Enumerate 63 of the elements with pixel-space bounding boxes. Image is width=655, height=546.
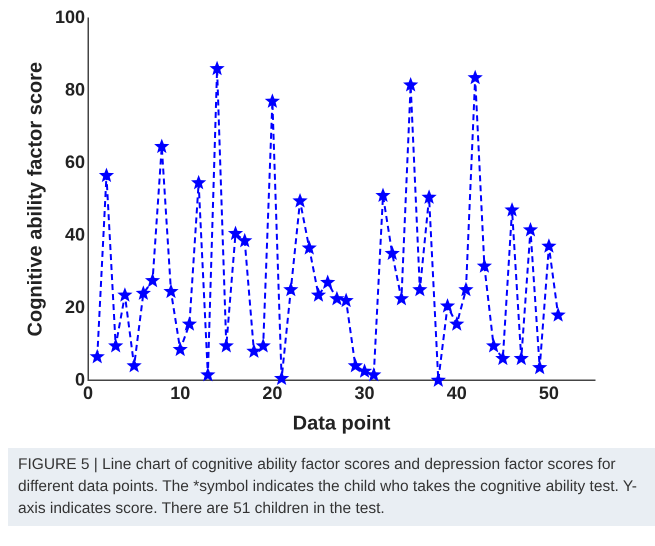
y-tick-label: 0 <box>75 369 86 390</box>
point <box>514 350 529 366</box>
y-tick-label: 100 <box>54 6 86 27</box>
point <box>117 287 133 302</box>
x-tick-label: 50 <box>538 383 559 404</box>
point <box>228 226 244 240</box>
y-tick-label: 40 <box>65 224 86 244</box>
point <box>90 348 105 364</box>
point <box>458 282 474 296</box>
point <box>532 360 548 374</box>
point <box>495 350 510 366</box>
point <box>172 342 188 356</box>
point <box>504 202 520 217</box>
point <box>440 298 456 313</box>
point <box>154 138 170 154</box>
point <box>182 316 198 331</box>
point <box>430 372 446 387</box>
point <box>310 287 326 302</box>
point <box>163 284 179 298</box>
point <box>384 246 400 260</box>
point <box>256 338 271 352</box>
x-tick-label: 30 <box>354 383 375 404</box>
point <box>237 232 252 248</box>
point <box>144 272 160 288</box>
point <box>421 189 437 204</box>
y-tick-label: 80 <box>65 79 86 100</box>
x-tick-label: 20 <box>262 383 282 404</box>
point <box>375 188 391 202</box>
caption: FIGURE 5 | Line chart of cognitive ability factor scores and depression factor scores for different data points. The *symbol indicates the child who takes the cognitive ability test. Y-axis indicates score. There are 51 children in the test. <box>18 455 638 519</box>
point <box>320 274 336 290</box>
x-axis-title: Data point <box>292 412 391 435</box>
point <box>209 60 225 76</box>
point <box>283 282 298 296</box>
point <box>541 238 557 253</box>
point <box>292 193 308 208</box>
point <box>218 338 234 352</box>
point <box>264 93 280 108</box>
point <box>191 174 206 190</box>
point <box>126 358 142 372</box>
point <box>449 316 464 331</box>
point <box>476 258 492 273</box>
y-tick-label: 60 <box>65 152 86 172</box>
point <box>108 338 124 352</box>
point <box>348 358 363 372</box>
point <box>200 366 216 382</box>
point <box>522 222 538 236</box>
point <box>394 290 410 306</box>
point <box>403 77 418 92</box>
point <box>136 285 151 300</box>
point <box>274 370 290 386</box>
y-tick-label: 20 <box>65 296 86 317</box>
x-tick-label: 10 <box>170 383 190 404</box>
y-axis-title: Cognitive ability factor score <box>24 62 47 336</box>
point <box>366 366 382 382</box>
point <box>98 168 114 182</box>
point <box>468 70 483 84</box>
point <box>486 338 502 352</box>
point <box>338 292 354 308</box>
point <box>412 282 428 296</box>
point <box>329 290 345 306</box>
point <box>302 240 317 255</box>
x-tick-label: 40 <box>446 383 467 404</box>
point <box>550 307 566 322</box>
